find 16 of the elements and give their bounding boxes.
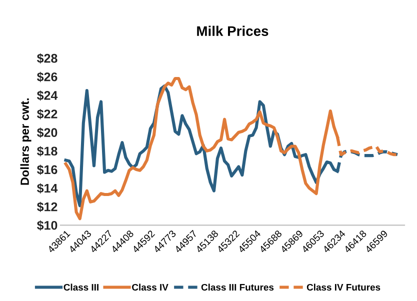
chart-title: Milk Prices — [197, 26, 268, 36]
y-tick-label: $18 — [37, 146, 58, 156]
y-axis-title: Dollars per cwt. — [20, 98, 32, 185]
legend-label: Class III Futures — [201, 284, 274, 291]
legend-label: Class IV Futures — [306, 284, 380, 291]
y-tick-label: $16 — [37, 164, 58, 175]
y-tick-label: $26 — [37, 72, 58, 82]
y-tick-label: $28 — [37, 53, 58, 64]
y-tick-label: $10 — [37, 220, 58, 231]
legend-label: Class IV — [132, 284, 168, 291]
y-tick-label: $12 — [37, 202, 58, 212]
y-tick-label: $14 — [37, 183, 58, 194]
y-tick-label: $20 — [37, 128, 58, 138]
y-tick-label: $24 — [37, 90, 58, 101]
legend-label: Class III — [64, 284, 98, 291]
y-tick-label: $22 — [37, 109, 58, 120]
